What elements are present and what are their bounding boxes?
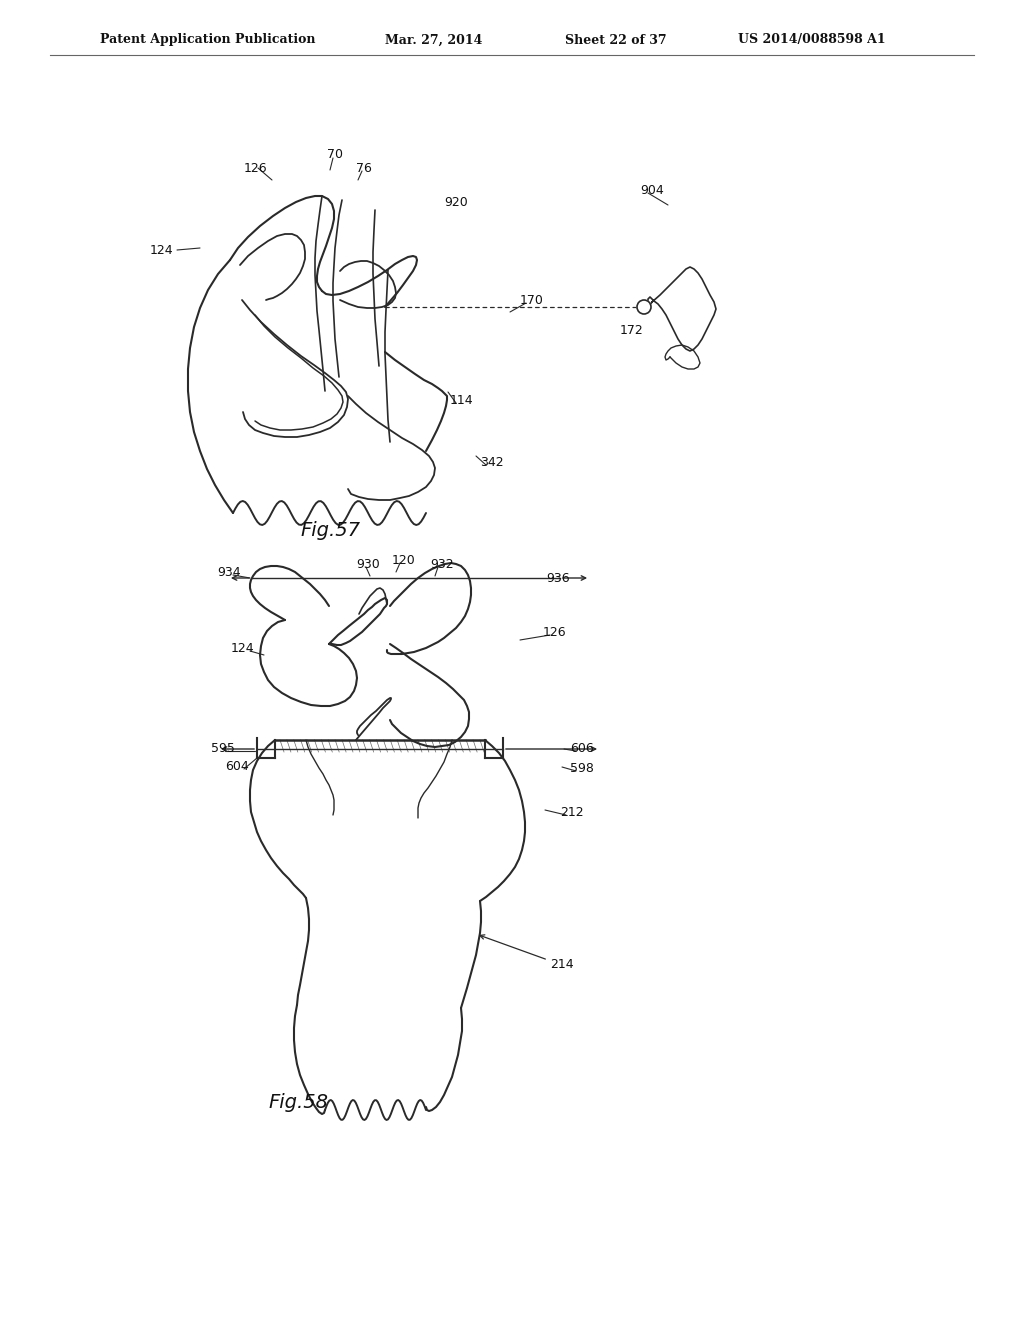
Text: Fig.57: Fig.57	[300, 520, 360, 540]
Text: 170: 170	[520, 293, 544, 306]
Text: 606: 606	[570, 742, 594, 755]
Text: 904: 904	[640, 183, 664, 197]
Text: Sheet 22 of 37: Sheet 22 of 37	[565, 33, 667, 46]
Text: Fig.58: Fig.58	[268, 1093, 328, 1111]
Text: 214: 214	[550, 957, 573, 970]
Text: 342: 342	[480, 455, 504, 469]
Text: 932: 932	[430, 557, 454, 570]
Text: 930: 930	[356, 557, 380, 570]
Text: 172: 172	[620, 323, 644, 337]
Text: 212: 212	[560, 805, 584, 818]
Text: 76: 76	[356, 161, 372, 174]
Text: 934: 934	[217, 565, 241, 578]
Text: 120: 120	[392, 553, 416, 566]
Text: 124: 124	[231, 642, 255, 655]
Text: 124: 124	[150, 243, 174, 256]
Text: 126: 126	[244, 161, 267, 174]
Text: US 2014/0088598 A1: US 2014/0088598 A1	[738, 33, 886, 46]
Text: 604: 604	[225, 759, 249, 772]
Text: 126: 126	[543, 626, 566, 639]
Text: 598: 598	[570, 762, 594, 775]
Text: 595: 595	[211, 742, 234, 755]
Text: Mar. 27, 2014: Mar. 27, 2014	[385, 33, 482, 46]
Text: 936: 936	[547, 572, 570, 585]
Text: 920: 920	[444, 195, 468, 209]
Text: 114: 114	[450, 393, 474, 407]
Circle shape	[637, 300, 651, 314]
Text: 70: 70	[327, 149, 343, 161]
Text: Patent Application Publication: Patent Application Publication	[100, 33, 315, 46]
